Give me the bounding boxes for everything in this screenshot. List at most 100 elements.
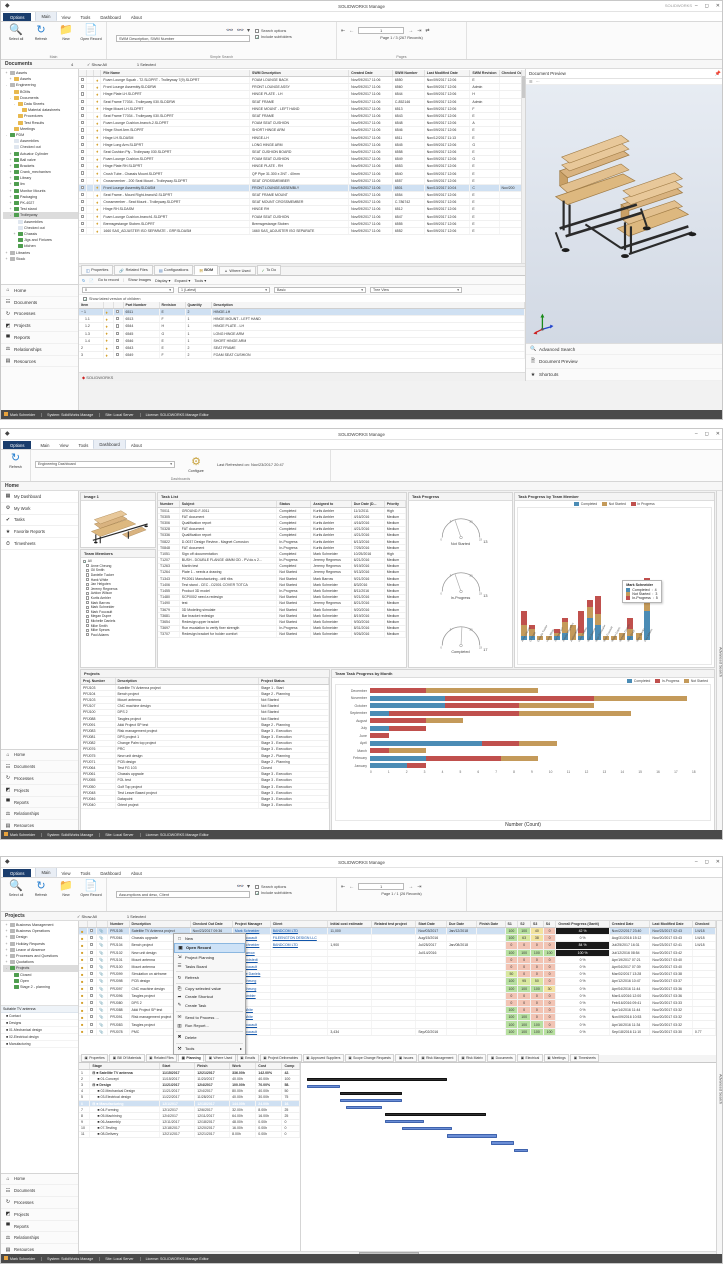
gantt-row[interactable]: 1 ⊟ ■ Satellite TV antenna 11/15/2017 12/21…: [79, 1069, 300, 1077]
stacked-bar[interactable]: [553, 629, 560, 640]
month-bar-row[interactable]: January: [336, 762, 706, 770]
search-dropdown-icon[interactable]: ▾: [246, 28, 250, 34]
tab-risk-management[interactable]: ▣ Risk Management: [417, 1054, 457, 1062]
table-row[interactable]: T1051 Sign off documentation Completed Mark…: [158, 550, 406, 558]
column-header[interactable]: Part Number: [123, 302, 160, 309]
nav-item-documents[interactable]: ☷ Documents: [1, 761, 78, 774]
bom-toolbar[interactable]: ↻ 📄 Go to record | Show Images Display ▾…: [79, 276, 525, 285]
column-header[interactable]: S3: [530, 921, 544, 928]
refresh-button[interactable]: ↻ Refresh: [5, 452, 26, 469]
context-menu-item-create-task[interactable]: ✎ Create Task: [174, 1001, 245, 1010]
table-row[interactable]: PRJ061 Chassis upgrade Stage 3 - Execution: [81, 771, 329, 778]
left-nav-rail-3[interactable]: ⌂ Home ☷ Documents ↻ Processes ◩ Projects ▀ Repor…: [1, 1172, 78, 1256]
nav-item-projects[interactable]: ◩ Projects: [1, 1209, 78, 1221]
lower-left-item[interactable]: ■ 01-Mechanical design: [1, 1027, 78, 1034]
column-header[interactable]: SWM Revision: [469, 70, 500, 77]
row-checkbox[interactable]: [79, 98, 88, 106]
tree-expander[interactable]: +: [5, 256, 8, 261]
tree-expander[interactable]: +: [5, 941, 8, 946]
row-checkbox[interactable]: [79, 191, 88, 200]
stacked-bar[interactable]: [578, 610, 585, 640]
table-row[interactable]: T1343 PK2061 Manufacturing - drill ribs No…: [158, 575, 406, 583]
column-header[interactable]: Created Date: [609, 921, 651, 928]
tree-expander[interactable]: -: [9, 213, 12, 218]
search-input[interactable]: SWM Description, SWM Number: [116, 35, 250, 42]
select-all-button[interactable]: 🔍 Select all: [5, 24, 27, 41]
member-checkbox[interactable]: [86, 596, 90, 600]
tree-node[interactable]: + Libraries: [3, 249, 78, 255]
table-row[interactable]: ♦ 1660 SAS_ADJUSTER ISO SEPARATE - GRP.SL…: [79, 227, 525, 236]
lower-left-list[interactable]: ■ Contact ■ Designs ■ 01-Mechanical design…: [1, 1013, 78, 1048]
tree-node[interactable]: + Packaging: [3, 194, 78, 200]
table-row[interactable]: ♦ Crossmember - 200 Seat Mount - Trolleyw…: [79, 177, 525, 185]
nav-item-reports[interactable]: ▀ Reports: [1, 1221, 78, 1233]
gantt-bar-11[interactable]: [513, 1148, 528, 1152]
tab-project-deliverables[interactable]: ▣ Project Deliverables: [259, 1054, 302, 1062]
tree-node[interactable]: Test Results: [3, 120, 78, 126]
column-header[interactable]: Number: [107, 921, 130, 928]
table-row[interactable]: PRJ071 PCB design Stage 2 - Planning: [81, 758, 329, 766]
nav-item-processes[interactable]: ↻ Processes: [1, 309, 78, 321]
column-header[interactable]: [113, 302, 124, 309]
member-checkbox[interactable]: [86, 568, 90, 573]
tree-node[interactable]: BOMs: [3, 89, 78, 95]
advanced-search-button[interactable]: 🔍 Advanced Search: [526, 344, 722, 356]
tree-expander[interactable]: +: [9, 163, 12, 168]
tree-node[interactable]: Checked out: [3, 225, 78, 231]
member-checkbox[interactable]: [86, 578, 90, 582]
table-row[interactable]: T1264 Plate 1 - needs a drawing Not Starte…: [158, 569, 406, 577]
search-glasses-icon[interactable]: 👓: [226, 28, 234, 34]
menu-about[interactable]: About: [130, 442, 142, 448]
month-bar-row[interactable]: September: [336, 710, 706, 718]
column-header[interactable]: Stage: [89, 1063, 161, 1070]
member-checkbox[interactable]: [86, 624, 90, 628]
bottom-tabbar-1[interactable]: ◫ Properties 🔗 Related Files ▤ Configuratio…: [79, 265, 525, 276]
files-scrollbar[interactable]: [521, 70, 525, 263]
files-table[interactable]: File Name SWM Description Created Date SWM …: [79, 70, 525, 236]
tree-node[interactable]: - Data Sheets: [3, 101, 78, 107]
menubar-3[interactable]: Options Main View Tools Dashboard About: [1, 867, 722, 878]
month-bar-row[interactable]: March: [336, 747, 706, 755]
context-menu-item-send-to-process[interactable]: ✉ Send to Process ...: [174, 1013, 245, 1022]
lower-left-item[interactable]: ■ 02-Electrical design: [1, 1034, 78, 1041]
minimize-button[interactable]: –: [694, 3, 698, 9]
lower-left-item[interactable]: ■ Contact: [1, 1013, 78, 1020]
tree-node[interactable]: + Design: [3, 934, 78, 940]
column-header[interactable]: Created Date: [348, 70, 393, 77]
dashboard-select[interactable]: Engineering Dashboard ▾: [35, 460, 175, 468]
gantt-chart-area[interactable]: [301, 1063, 716, 1251]
tree-expander[interactable]: +: [5, 71, 8, 76]
row-checkbox[interactable]: [113, 351, 124, 360]
bom-show-images[interactable]: Show Images: [128, 278, 152, 282]
row-checkbox[interactable]: [113, 322, 124, 331]
tree-expander[interactable]: +: [5, 923, 8, 928]
table-row[interactable]: ♦ Foam Lounge Cushion-branch-2.SLDPRT FOAM…: [79, 119, 525, 128]
column-header[interactable]: [79, 1063, 91, 1070]
nav-item-resources[interactable]: ▤ Resources: [1, 356, 78, 368]
tab-bill-of-materials[interactable]: ▣ Bill Of Materials: [109, 1054, 145, 1062]
table-row[interactable]: ♦ Crossmember - Seat Mount - Trolleyway.S…: [79, 198, 525, 207]
context-menu-item-refresh[interactable]: ↻ Refresh: [174, 973, 245, 982]
menu-view[interactable]: View: [61, 14, 71, 20]
menu-main[interactable]: Main: [35, 11, 57, 21]
preview-options-icon[interactable]: ⋯: [535, 79, 540, 84]
tab-electrical[interactable]: ▣ Electrical: [517, 1054, 543, 1062]
column-header[interactable]: S2: [517, 921, 531, 928]
bom-doc-icon[interactable]: 📄: [89, 278, 94, 283]
projects-tree[interactable]: + Business Management + Business Operations…: [1, 921, 78, 1005]
table-row[interactable]: ♦ Hinge Mount LH.SLDPRT HINGE MOUNT - LEFT…: [79, 105, 525, 113]
table-row[interactable]: PRJ046 Datapoint Stage 3 - Execution: [81, 795, 329, 803]
nav-item-projects[interactable]: ◩ Projects: [1, 785, 78, 797]
context-menu[interactable]: □ New ▣ Open Record ⇲ Project Planning ☰ Tasks …: [173, 933, 246, 1055]
column-header[interactable]: Project Manager: [232, 921, 271, 928]
row-checkbox[interactable]: [79, 205, 88, 214]
tree-node[interactable]: - Projects: [3, 965, 78, 972]
tree-expander[interactable]: -: [5, 83, 8, 88]
tree-expander[interactable]: +: [9, 77, 12, 82]
table-row[interactable]: 1.1 ♦ 6513 F 1 HINGE MOUNT - LEFT HAND: [79, 315, 525, 324]
row-checkbox[interactable]: [87, 941, 98, 950]
table-row[interactable]: ♦ Hinge Plate RH.SLDPRT HINGE PLATE - RH No…: [79, 162, 525, 171]
document-preview-button[interactable]: 🖹 Document Preview: [526, 355, 722, 370]
team-member-item[interactable]: Gil Smith: [83, 568, 153, 573]
gantt-bar-9[interactable]: [446, 1134, 497, 1138]
